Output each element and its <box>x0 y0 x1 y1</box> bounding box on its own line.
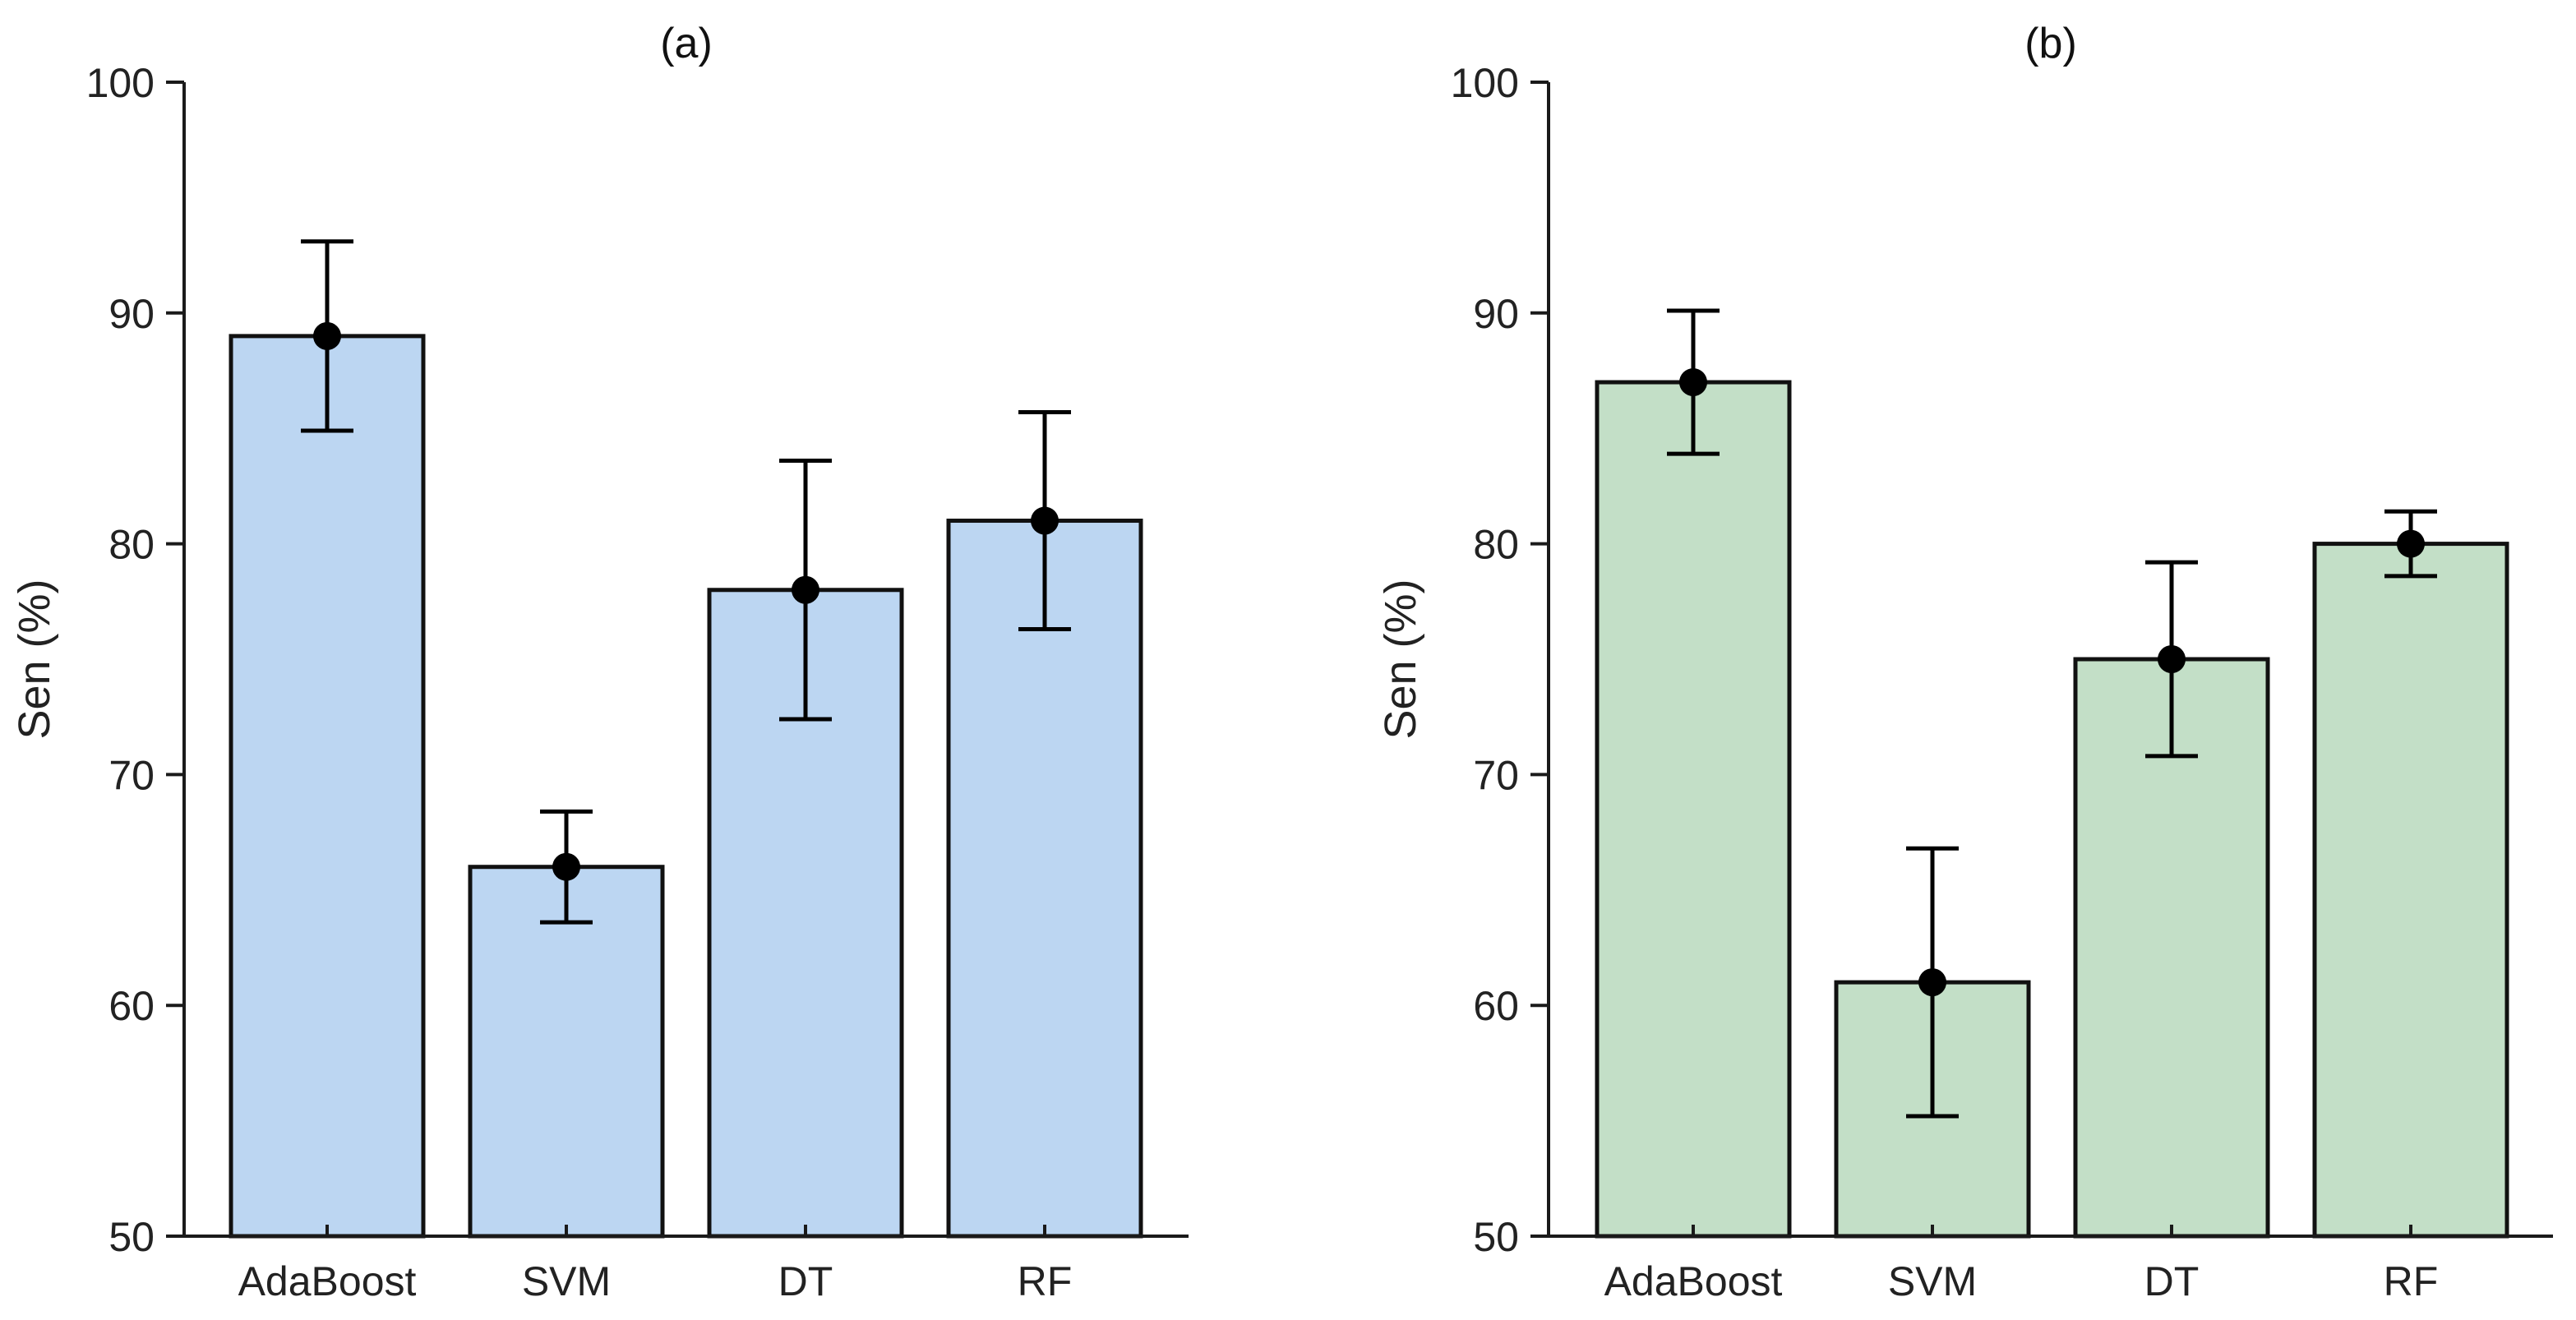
chart-title-b: (b) <box>2024 20 2077 67</box>
y-tick-label-b-100: 100 <box>1451 60 1519 106</box>
y-tick-label-a-50: 50 <box>108 1214 155 1260</box>
y-tick-label-a-60: 60 <box>108 983 155 1029</box>
y-tick-label-a-90: 90 <box>108 291 155 337</box>
x-tick-label-b-svm: SVM <box>1888 1258 1977 1304</box>
bar-b-rf <box>2312 542 2509 1239</box>
bar-a-adaboost <box>229 334 426 1239</box>
x-tick-label-a-svm: SVM <box>522 1258 611 1304</box>
x-tick-label-a-dt: DT <box>778 1258 833 1304</box>
y-tick-label-b-50: 50 <box>1473 1214 1519 1260</box>
mean-point-b-adaboost <box>1679 368 1707 397</box>
y-axis-label-a: Sen (%) <box>10 579 59 739</box>
x-tick-label-b-rf: RF <box>2384 1258 2439 1304</box>
mean-point-a-dt <box>792 575 819 604</box>
y-tick-label-a-70: 70 <box>108 752 155 798</box>
x-tick-label-b-dt: DT <box>2144 1258 2200 1304</box>
y-tick-label-a-80: 80 <box>108 522 155 568</box>
x-tick-label-b-adaboost: AdaBoost <box>1604 1258 1783 1304</box>
x-tick-label-a-adaboost: AdaBoost <box>238 1258 417 1304</box>
mean-point-a-svm <box>552 852 580 881</box>
bar-a-svm <box>468 865 665 1239</box>
mean-point-b-svm <box>1918 968 1946 997</box>
mean-point-a-rf <box>1031 506 1059 535</box>
y-tick-label-b-70: 70 <box>1473 752 1519 798</box>
y-tick-label-b-80: 80 <box>1473 522 1519 568</box>
mean-point-b-rf <box>2397 529 2425 558</box>
y-tick-label-a-100: 100 <box>86 60 155 106</box>
chart-panel-a: (a) Sen (%) AdaBoost SVM DT RF 50 60 70 80 90 100 <box>10 20 1189 1304</box>
y-axis-label-b: Sen (%) <box>1376 579 1425 739</box>
y-tick-label-b-90: 90 <box>1473 291 1519 337</box>
mean-point-b-dt <box>2158 645 2186 673</box>
chart-panel-b: (b) Sen (%) AdaBoost SVM DT RF 50 60 70 80 90 100 <box>1376 20 2553 1304</box>
x-tick-label-a-rf: RF <box>1018 1258 1073 1304</box>
y-tick-label-b-60: 60 <box>1473 983 1519 1029</box>
chart-title-a: (a) <box>660 20 713 67</box>
bar-b-adaboost <box>1595 380 1792 1239</box>
mean-point-a-adaboost <box>313 321 341 350</box>
